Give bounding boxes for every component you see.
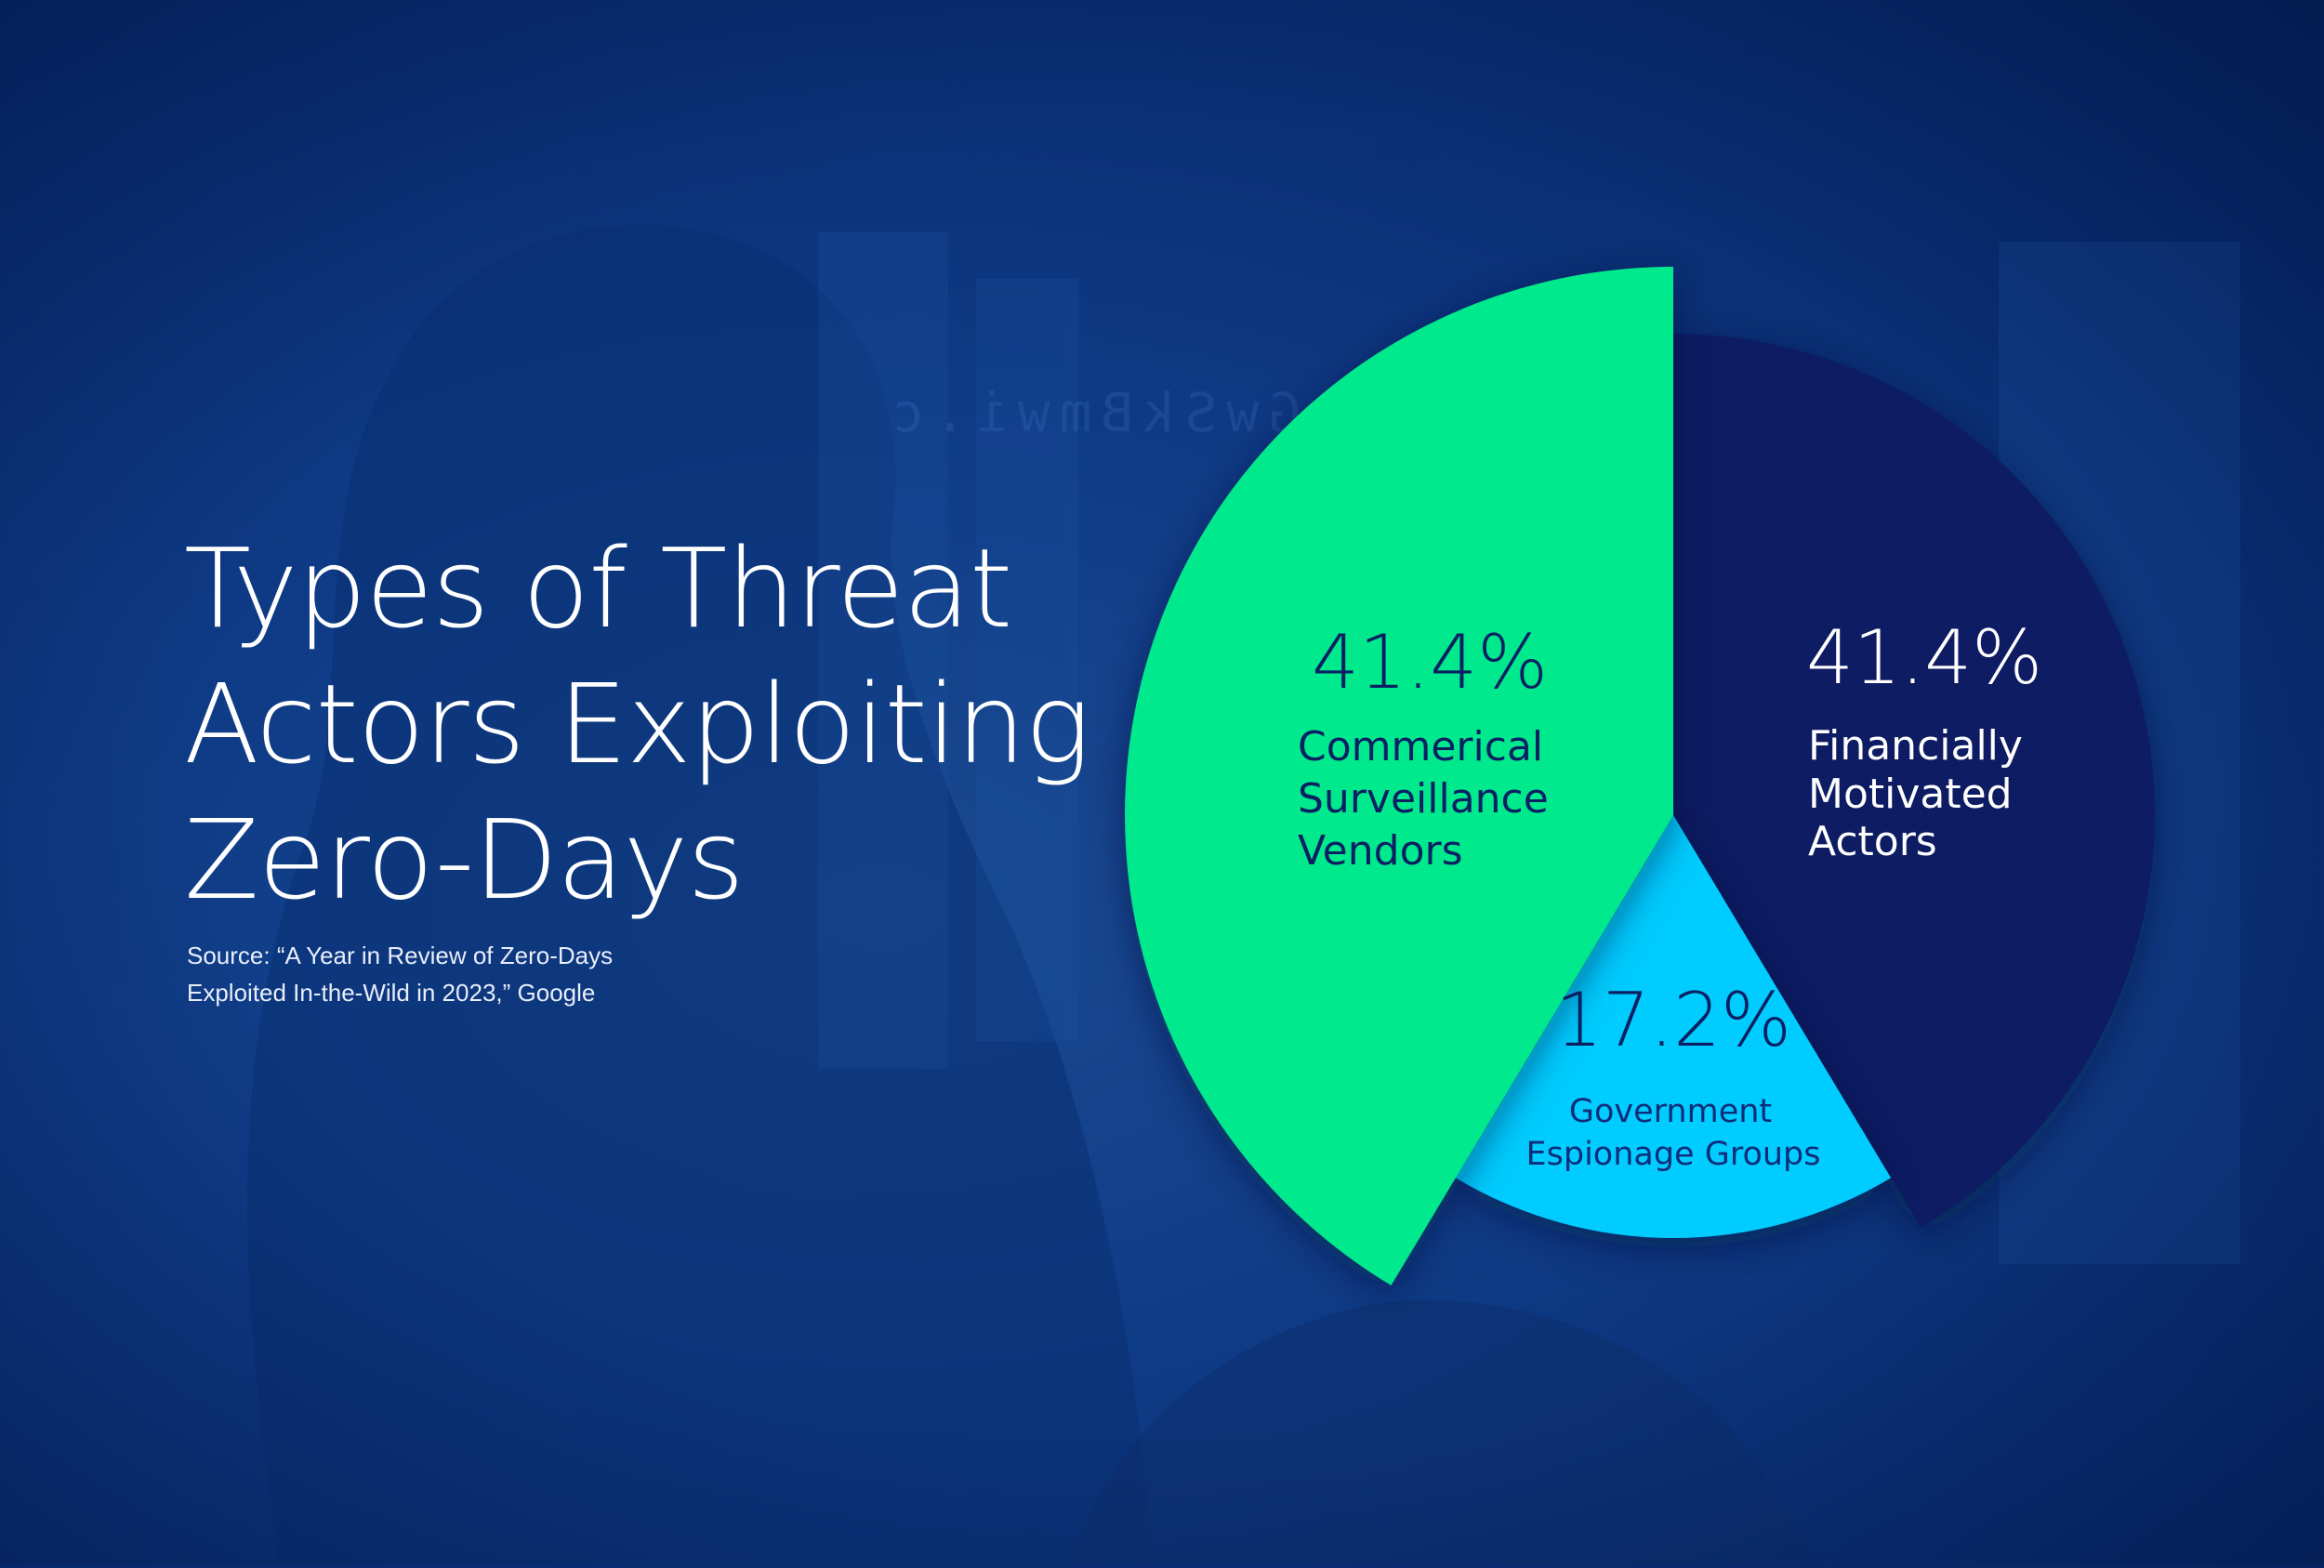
pie-category-label-government-line-1: Government (1569, 1093, 1772, 1130)
source-citation: Source: “A Year in Review of Zero-Days E… (187, 937, 613, 1011)
source-line-2: Exploited In-the-Wild in 2023,” Google (187, 979, 596, 1007)
title-line-2: Actors Exploiting (184, 660, 1090, 788)
pie-category-label-commercial-line-3: Vendors (1298, 827, 1463, 875)
pie-slice-financially-motivated-actors (1673, 334, 2156, 1229)
pie-category-label-commercial-line-1: Commerical (1298, 723, 1543, 771)
pie-value-label-government: 17.2% (1555, 977, 1791, 1063)
pie-category-label-commercial-line-2: Surveillance (1298, 775, 1549, 823)
pie-category-label-government-line-2: Espionage Groups (1526, 1136, 1821, 1173)
pie-slice-commercial-surveillance-vendors (1125, 267, 1673, 1285)
title-line-1: Types of Threat (184, 524, 1012, 652)
pie-category-label-financial-line-2: Motivated (1808, 771, 2013, 818)
title-line-3: Zero-Days (184, 796, 745, 924)
pie-category-label-financial-line-1: Financially (1808, 722, 2023, 770)
pie-value-label-commercial: 41.4% (1312, 619, 1548, 705)
chart-title: Types of Threat Actors Exploiting Zero-D… (184, 520, 1090, 928)
source-line-1: Source: “A Year in Review of Zero-Days (187, 942, 614, 969)
pie-category-label-financial-line-3: Actors (1808, 818, 1937, 865)
pie-value-label-financial: 41.4% (1806, 614, 2042, 701)
pie-slice-government-espionage-groups (1455, 815, 1892, 1239)
